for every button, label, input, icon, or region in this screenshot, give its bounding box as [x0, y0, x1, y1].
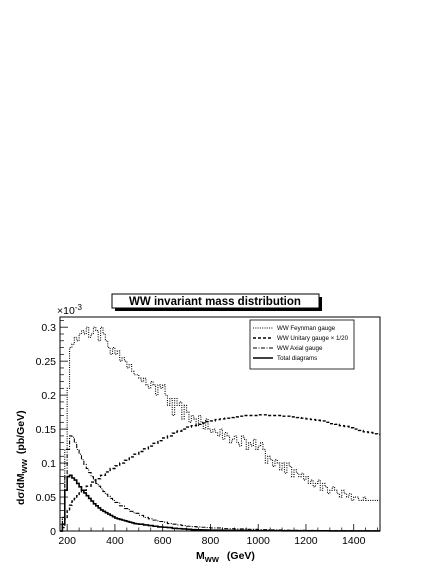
x-tick-label: 800: [202, 535, 220, 547]
legend-label-axial: WW Axial gauge: [277, 345, 323, 352]
x-tick-label: 1000: [247, 535, 271, 547]
series-line-0: [60, 326, 380, 532]
legend-label-unitary: WW Unitary gauge × 1/20: [277, 335, 349, 342]
y-tick-label: 0.15: [36, 424, 57, 436]
x-axis: 200 400 600 800 1000 1200 1400: [58, 524, 378, 547]
y-tick-label: 0.2: [41, 390, 56, 402]
series-line-1: [60, 414, 380, 532]
legend: WW Feynman gauge WW Unitary gauge × 1/20…: [249, 319, 355, 370]
y-tick-label: 0: [50, 526, 56, 538]
legend-item-feynman: WW Feynman gauge: [253, 325, 336, 332]
title-box: [111, 293, 320, 309]
legend-item-unitary: WW Unitary gauge × 1/20: [253, 335, 349, 342]
plot-frame: [59, 316, 381, 532]
legend-item-total: Total diagrams: [253, 355, 317, 362]
y-axis: 0 0.05 0.1 0.15 0.2 0.25 0.3: [36, 320, 68, 538]
y-tick-label: 0.1: [41, 458, 56, 470]
x-tick-label: 1400: [342, 535, 366, 547]
legend-label-feynman: WW Feynman gauge: [277, 325, 336, 332]
series-layer: [60, 326, 380, 532]
series-line-2: [60, 435, 380, 532]
legend-item-axial: WW Axial gauge: [253, 345, 323, 352]
chart-title: WW invariant mass distribution: [129, 296, 301, 308]
x-axis-title: MWW (GeV): [196, 550, 255, 564]
y-multiplier: ×10-3: [57, 303, 82, 317]
y-tick-label: 0.05: [36, 492, 57, 504]
y-tick-label: 0.25: [36, 356, 57, 368]
x-tick-label: 600: [154, 535, 172, 547]
y-axis-title: dσ/dMWW(pb/GeV): [15, 410, 29, 505]
legend-label-total: Total diagrams: [277, 355, 317, 362]
chart-title-box: WW invariant mass distribution: [111, 293, 322, 311]
series-line-3: [60, 474, 380, 532]
y-tick-label: 0.3: [41, 322, 56, 334]
x-tick-label: 1200: [294, 535, 318, 547]
x-tick-label: 200: [58, 535, 76, 547]
x-tick-label: 400: [106, 535, 124, 547]
